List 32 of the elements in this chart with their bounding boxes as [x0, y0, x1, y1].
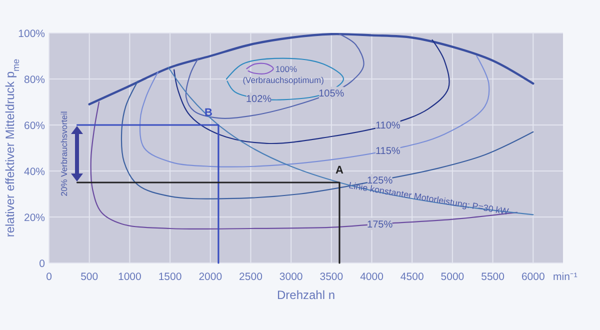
x-tick-label: 4000 — [360, 271, 384, 283]
x-tick-label: 6000 — [521, 271, 545, 283]
y-tick-label: 40% — [24, 166, 45, 178]
line-series — [174, 39, 450, 144]
x-tick-label: 3000 — [279, 271, 303, 283]
y-tick-label: 0 — [39, 258, 46, 270]
line-series — [185, 34, 364, 119]
line-series — [246, 62, 274, 74]
x-tick-label: 5000 — [440, 271, 464, 283]
line-series — [139, 55, 490, 168]
x-tick-label: 4500 — [400, 271, 424, 283]
y-tick-label: 80% — [24, 74, 45, 86]
x-tick-label: 2000 — [198, 271, 222, 283]
x-tick-label: 5500 — [481, 271, 505, 283]
text: min⁻¹ — [553, 271, 578, 283]
line-series — [168, 66, 534, 216]
series-label: 100% (Verbrauchsoptimum) — [242, 64, 324, 86]
x-tick-label: 1500 — [158, 271, 182, 283]
x-tick-label: 0 — [46, 271, 52, 283]
line-series — [88, 32, 534, 106]
y-tick-label: 20% — [24, 212, 45, 224]
annotation: A — [336, 164, 344, 176]
annotation: 20% Verbrauchsvorteil — [59, 111, 69, 196]
x-tick-label: 500 — [80, 271, 98, 283]
x-axis-title: Drehzahl n — [276, 288, 336, 302]
x-tick-label: 2500 — [239, 271, 263, 283]
annotation: B — [204, 107, 212, 119]
x-tick-label: 1000 — [118, 271, 142, 283]
y-tick-label: 100% — [18, 28, 45, 40]
y-tick-label: 60% — [24, 120, 45, 132]
x-tick-label: 3500 — [320, 271, 344, 283]
line-series — [90, 101, 518, 230]
